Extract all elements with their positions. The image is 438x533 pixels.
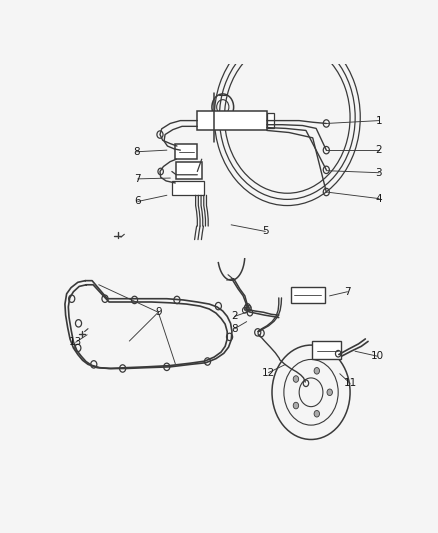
Text: 6: 6 [134, 197, 141, 206]
Text: 7: 7 [344, 287, 351, 297]
Text: 11: 11 [343, 378, 357, 388]
Text: 2: 2 [231, 311, 238, 321]
Bar [267, 113, 274, 128]
Circle shape [293, 402, 299, 409]
Circle shape [293, 376, 299, 382]
Text: 13: 13 [69, 337, 82, 347]
Bar [172, 181, 204, 195]
Bar [175, 143, 197, 159]
Bar [291, 287, 325, 303]
Bar [312, 341, 341, 359]
Text: 8: 8 [231, 324, 238, 334]
Text: 8: 8 [133, 147, 140, 157]
Circle shape [327, 389, 332, 395]
Text: 7: 7 [134, 174, 141, 184]
Text: 4: 4 [376, 193, 382, 204]
Text: 3: 3 [376, 168, 382, 177]
Bar [176, 161, 202, 179]
Text: 2: 2 [376, 145, 382, 155]
Circle shape [314, 410, 319, 417]
Text: 12: 12 [262, 368, 275, 377]
Text: 10: 10 [371, 351, 384, 361]
Bar [197, 111, 267, 131]
Text: 5: 5 [262, 227, 268, 237]
Text: 9: 9 [155, 307, 162, 317]
Text: 1: 1 [376, 116, 382, 126]
Circle shape [314, 368, 319, 374]
